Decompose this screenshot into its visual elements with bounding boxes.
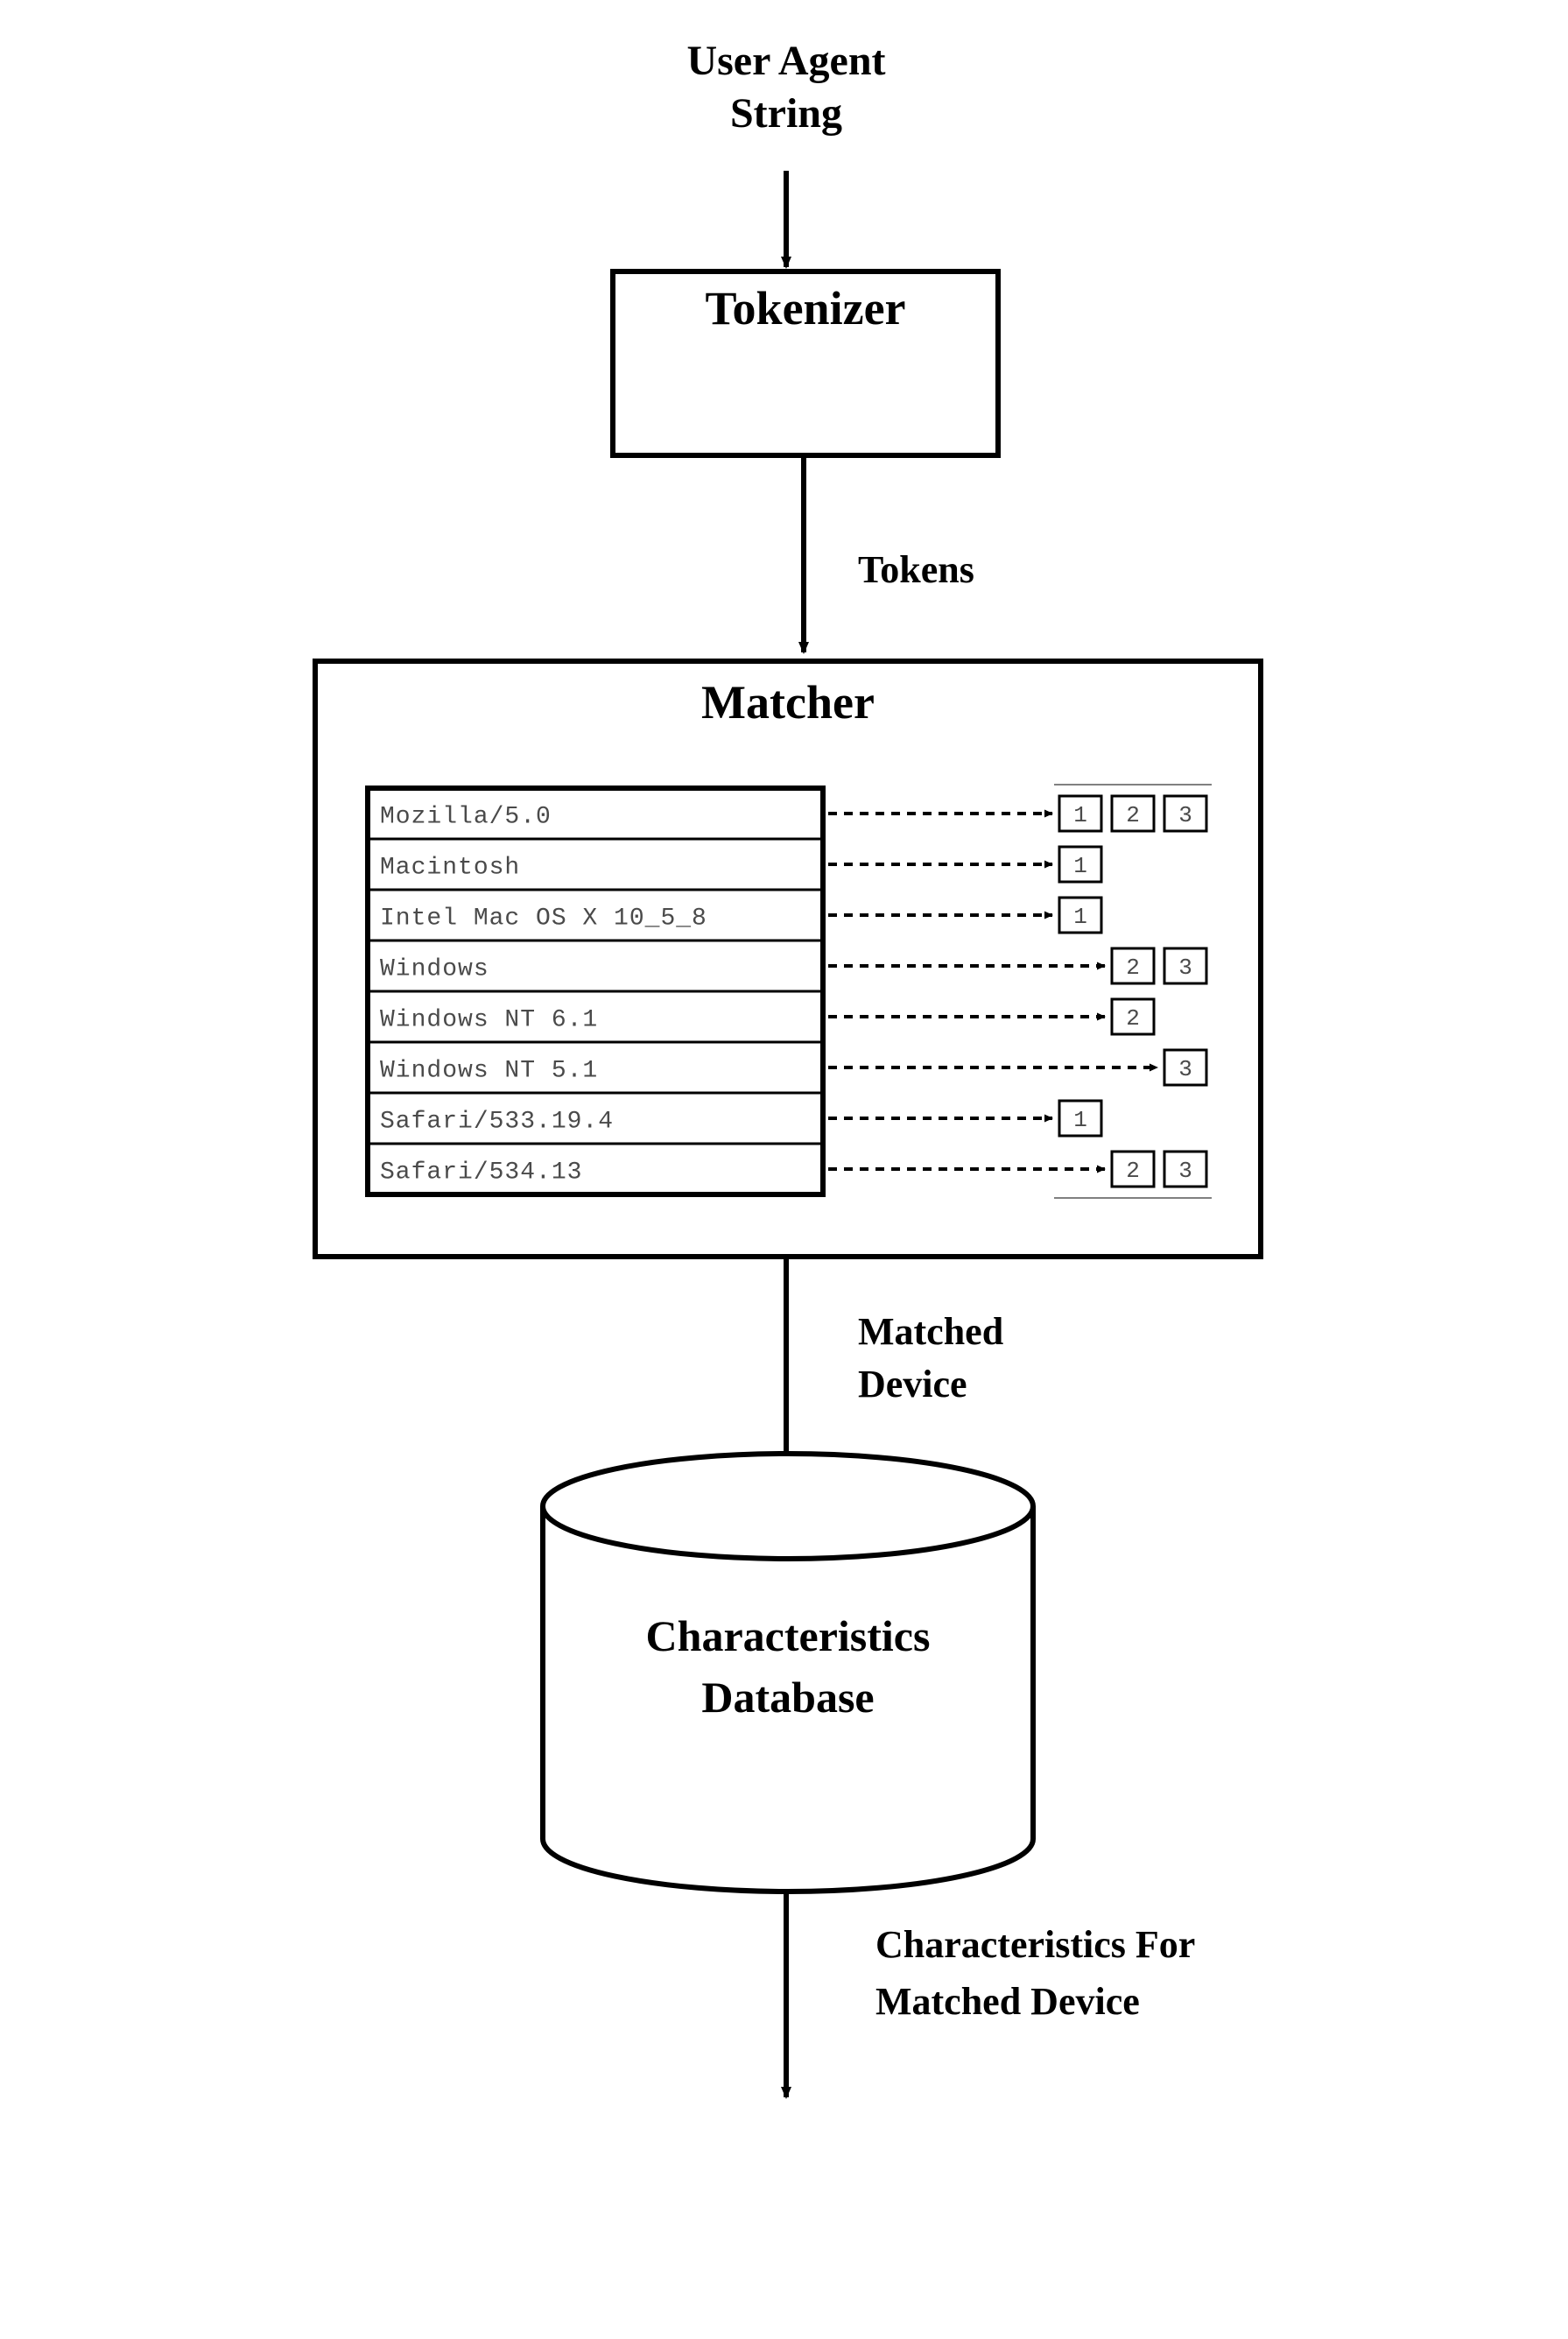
database-title-2: Database: [701, 1673, 874, 1722]
matcher-row-token: Mozilla/5.0: [380, 803, 552, 830]
matcher-num-label: 2: [1126, 1005, 1140, 1032]
database-top: [543, 1454, 1033, 1559]
edge-label-matched-2: Device: [858, 1363, 967, 1406]
matcher-num-label: 3: [1178, 1158, 1192, 1184]
matcher-row-token: Safari/534.13: [380, 1159, 582, 1186]
edge-label-chars-1: Characteristics For: [875, 1923, 1195, 1966]
matcher-row-token: Windows NT 6.1: [380, 1006, 598, 1033]
matcher-num-label: 3: [1178, 802, 1192, 828]
matcher-num-label: 1: [1073, 1107, 1087, 1133]
matcher-row-token: Intel Mac OS X 10_5_8: [380, 905, 707, 932]
matcher-num-label: 1: [1073, 802, 1087, 828]
matcher-num-label: 2: [1126, 955, 1140, 981]
matcher-num-label: 2: [1126, 802, 1140, 828]
matcher-row-token: Safari/533.19.4: [380, 1108, 614, 1135]
matcher-title: Matcher: [701, 676, 875, 729]
matcher-num-label: 1: [1073, 853, 1087, 879]
matcher-row-token: Windows NT 5.1: [380, 1057, 598, 1084]
database-title-1: Characteristics: [646, 1611, 931, 1660]
flowchart-diagram: User Agent String Tokenizer Tokens Matcher Mo…: [0, 0, 1568, 2339]
tokenizer-title: Tokenizer: [706, 282, 906, 335]
matcher-row-token: Macintosh: [380, 854, 520, 881]
matcher-num-label: 3: [1178, 1056, 1192, 1082]
input-label-line1: User Agent: [686, 38, 885, 84]
input-label-line2: String: [730, 90, 842, 137]
edge-label-tokens: Tokens: [858, 548, 974, 591]
edge-label-chars-2: Matched Device: [875, 1980, 1140, 2023]
matcher-num-label: 1: [1073, 904, 1087, 930]
matcher-row-token: Windows: [380, 955, 489, 983]
matcher-num-label: 2: [1126, 1158, 1140, 1184]
matcher-num-label: 3: [1178, 955, 1192, 981]
edge-label-matched-1: Matched: [858, 1310, 1003, 1353]
